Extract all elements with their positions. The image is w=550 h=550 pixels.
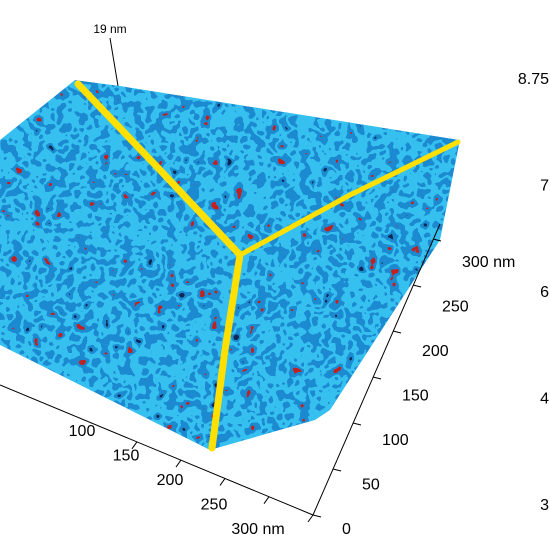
annotation: 19 nm — [93, 22, 126, 36]
colorbar-tick-label: 7 — [540, 178, 549, 195]
x-tick — [263, 496, 270, 504]
y-tick — [432, 238, 442, 242]
surface-right — [210, 140, 460, 450]
y-tick — [312, 514, 322, 518]
x-tick-label: 200 — [157, 472, 184, 489]
x-tick — [307, 514, 314, 523]
x-tick-label: 100 — [69, 423, 96, 440]
surface-left — [0, 80, 240, 450]
colorbar-tick-label: 8.75 — [518, 71, 549, 88]
ridges — [74, 80, 461, 452]
x-tick-label: 250 — [201, 497, 228, 514]
y-tick — [412, 284, 422, 288]
y-tick — [372, 376, 382, 380]
y-tick-label: 50 — [362, 477, 380, 494]
x-axis — [0, 384, 314, 516]
y-tick — [332, 468, 342, 472]
y-tick-label: 200 — [422, 343, 449, 360]
y-tick-label: 150 — [402, 388, 429, 405]
y-tick-label: 100 — [382, 432, 409, 449]
x-tick — [131, 441, 138, 450]
y-tick — [352, 422, 362, 426]
colorbar-tick-label: 6 — [540, 284, 549, 301]
y-tick-label: 300 nm — [462, 254, 515, 271]
annotation-leader — [109, 37, 119, 87]
y-axis — [312, 223, 441, 516]
colorbar-tick-label: 3 — [540, 497, 549, 514]
y-tick — [392, 330, 402, 334]
surface — [0, 80, 460, 450]
x-tick — [175, 459, 182, 468]
surface-back — [75, 80, 460, 255]
y-tick-label: 250 — [442, 299, 469, 316]
x-tick — [219, 478, 226, 486]
y-tick-label: 0 — [342, 521, 351, 538]
x-tick-label: 150 — [113, 448, 140, 465]
colorbar-tick-label: 4 — [540, 391, 549, 408]
x-tick-label: 300 nm — [231, 521, 284, 538]
ridge — [237, 139, 461, 258]
